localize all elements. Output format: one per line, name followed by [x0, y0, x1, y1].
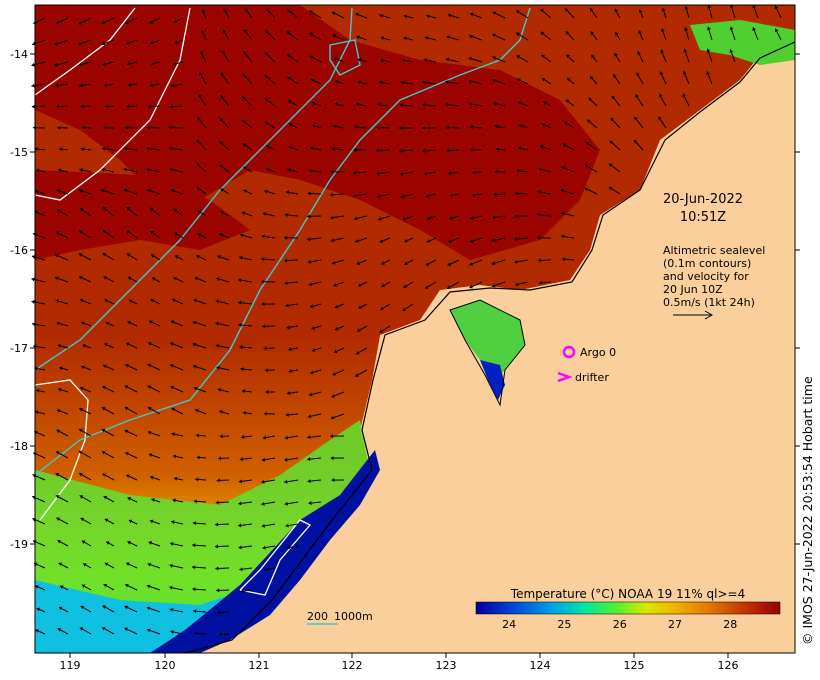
plot-border	[34, 4, 796, 654]
colorbar	[475, 601, 781, 615]
x-tick-label: 123	[436, 659, 457, 672]
drifter-label: drifter	[575, 371, 609, 384]
depth-200-label: 200	[307, 610, 328, 623]
colorbar-tick-label: 24	[502, 618, 516, 631]
x-tick-label: 121	[249, 659, 270, 672]
x-tick-label: 124	[530, 659, 551, 672]
deep-blue-coastal	[150, 450, 380, 653]
argo-label: Argo 0	[580, 346, 616, 359]
colorbar-tick-label: 27	[668, 618, 682, 631]
depth-1000-label: 1000m	[334, 610, 373, 623]
hot-water-patch-2	[35, 170, 250, 260]
colorbar-title: Temperature (°C) NOAA 19 11% ql>=4	[510, 587, 745, 601]
sealevel-line-2: (0.1m contours)	[663, 257, 751, 270]
y-tick-label: -15	[10, 146, 28, 159]
y-tick-label: -14	[10, 48, 28, 61]
x-tick-label: 125	[624, 659, 645, 672]
sealevel-line-1: Altimetric sealevel	[663, 244, 765, 257]
time-label: 10:51Z	[680, 210, 726, 225]
copyright-credit: © IMOS 27-Jun-2022 20:53:54 Hobart time	[800, 376, 815, 645]
y-tick-label: -17	[10, 342, 28, 355]
y-tick-label: -19	[10, 538, 28, 551]
x-axis: 119 120 121 122 123 124 125 126	[60, 653, 739, 672]
x-tick-label: 119	[60, 659, 81, 672]
x-tick-label: 120	[155, 659, 176, 672]
copyright-credit-container: © IMOS 27-Jun-2022 20:53:54 Hobart time	[797, 345, 817, 645]
colorbar-ticks: 24 25 26 27 28	[502, 618, 737, 631]
scale-arrow-icon	[673, 310, 714, 320]
drifter-marker-icon	[557, 371, 573, 383]
x-tick-label: 126	[718, 659, 739, 672]
date-label: 20-Jun-2022	[663, 192, 743, 207]
green-band	[35, 420, 370, 653]
sealevel-line-4: 20 Jun 10Z	[663, 283, 723, 296]
king-sound-blue	[480, 360, 505, 400]
sealevel-line-3: and velocity for	[663, 270, 749, 283]
velocity-vectors	[31, 4, 782, 637]
argo-marker-icon	[562, 345, 576, 359]
sealevel-contours	[34, 7, 312, 596]
y-tick-label: -18	[10, 440, 28, 453]
y-tick-label: -16	[10, 244, 28, 257]
colorbar-tick-label: 28	[723, 618, 737, 631]
x-tick-label: 122	[342, 659, 363, 672]
king-sound-water	[450, 300, 525, 380]
colorbar-tick-label: 25	[557, 618, 571, 631]
y-axis: -14 -15 -16 -17 -18 -19	[10, 48, 800, 551]
sealevel-line-5: 0.5m/s (1kt 24h)	[663, 296, 755, 309]
king-sound-outline	[449, 299, 526, 407]
colorbar-tick-label: 26	[613, 618, 627, 631]
coastline	[184, 41, 796, 654]
